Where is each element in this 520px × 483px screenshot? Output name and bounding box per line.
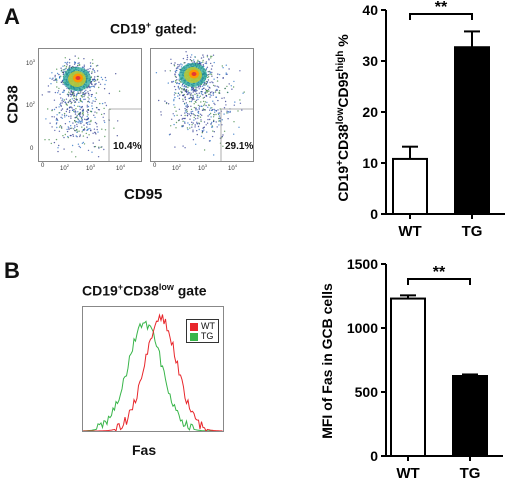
flow-yticks: 103 102 0	[26, 54, 38, 164]
legend-item-wt: WT	[190, 321, 215, 331]
flow-plot-tg-percent: 29.1%	[225, 141, 254, 152]
gate-title-rest: gated:	[151, 20, 197, 37]
gate-title-rest: gate	[173, 282, 207, 299]
legend-label-tg: TG	[200, 331, 214, 341]
x-tick-label: TG	[462, 223, 483, 240]
flow-plot-tg: 29.1%	[150, 48, 254, 162]
y-tick-label: 20	[362, 104, 378, 120]
bar-tg	[452, 375, 488, 457]
flow-xticks-tg: 0 102 103 104	[150, 163, 252, 173]
y-tick-label: 40	[362, 2, 378, 18]
flow-xtick: 102	[172, 163, 181, 172]
flow-xtick: 0	[41, 163, 45, 169]
gate-title-sup: +	[145, 20, 152, 30]
y-tick-label: 30	[362, 53, 378, 69]
x-tick-label: TG	[460, 465, 481, 482]
flow-plot-wt-canvas	[41, 55, 141, 161]
bar-chart-a: 0 10 20 30 40 WT TG ** CD19+CD38lowCD95high %	[335, 0, 505, 240]
flow-xtick: 0	[153, 163, 157, 169]
panel-b-gate-title: CD19+CD38low gate	[82, 282, 207, 299]
significance-bracket	[407, 278, 471, 285]
significance-bracket	[409, 13, 473, 20]
bar-wt	[392, 157, 428, 215]
panel-b-letter: B	[4, 258, 20, 283]
histogram-curve-tg	[83, 320, 223, 431]
histogram-fas: WT TG	[82, 306, 224, 432]
y-tick-label: 0	[370, 206, 378, 222]
flow-ytick: 0	[30, 146, 34, 152]
flow-xtick: 103	[86, 163, 95, 172]
flow-xtick: 103	[198, 163, 207, 172]
histogram-canvas	[83, 313, 223, 431]
flow-xticks-wt: 0 102 103 104	[38, 163, 140, 173]
flow-ytick: 103	[26, 58, 35, 67]
histogram-curve-wt	[83, 313, 223, 431]
y-axis-label: MFI of Fas in GCB cells	[319, 283, 335, 439]
flow-ytick: 102	[26, 100, 35, 109]
panel-a-gate-title: CD19+ gated:	[110, 20, 197, 37]
flow-plot-wt-percent: 10.4%	[113, 141, 142, 152]
gate-title-main: CD19	[110, 20, 146, 37]
gate-title-main: CD19	[82, 282, 118, 299]
legend-label-wt: WT	[201, 321, 215, 331]
gate-title-sup2: low	[158, 282, 174, 292]
x-tick-label: WT	[396, 465, 419, 482]
x-tick-label: WT	[398, 223, 421, 240]
significance-label: **	[433, 264, 446, 281]
y-tick-label: 1000	[347, 320, 378, 336]
histogram-legend: WT TG	[186, 319, 219, 343]
y-tick-label: 500	[355, 384, 379, 400]
flow-xlabel: CD95	[124, 186, 163, 203]
gate-title-mid: CD38	[123, 282, 159, 299]
bar-chart-b: 0 500 1000 1500 WT TG ** MFI of Fas in GCB cell…	[319, 256, 503, 482]
bar-tg	[454, 46, 490, 216]
bar-wt	[390, 297, 426, 458]
gate-title-sup: +	[117, 282, 124, 292]
legend-swatch-tg	[190, 332, 199, 341]
y-tick-label: 10	[362, 155, 378, 171]
legend-swatch-wt	[190, 322, 199, 331]
significance-label: **	[435, 0, 448, 16]
y-tick-label: 1500	[347, 256, 378, 272]
flow-xtick: 104	[116, 163, 125, 172]
flow-xtick: 104	[228, 163, 237, 172]
flow-ylabel: CD38	[4, 85, 22, 124]
flow-xtick: 102	[60, 163, 69, 172]
histogram-xlabel: Fas	[132, 442, 157, 458]
flow-plot-tg-canvas	[155, 51, 253, 161]
panel-a-letter: A	[4, 4, 20, 29]
y-axis-label: CD19+CD38lowCD95high %	[335, 34, 351, 202]
legend-item-tg: TG	[190, 331, 215, 341]
y-tick-label: 0	[370, 448, 378, 464]
flow-plot-wt: 10.4%	[38, 48, 142, 162]
